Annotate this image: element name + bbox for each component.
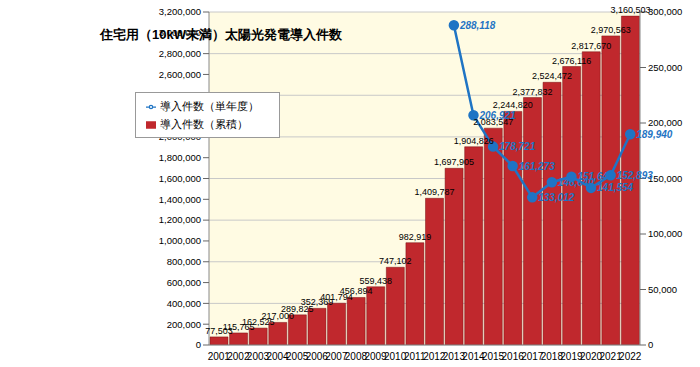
svg-text:2014: 2014 (462, 351, 485, 363)
svg-text:2,377,832: 2,377,832 (512, 87, 552, 97)
svg-text:115,765: 115,765 (222, 322, 255, 332)
svg-text:2019: 2019 (560, 351, 583, 363)
svg-text:2020: 2020 (579, 351, 603, 363)
svg-text:289,825: 289,825 (281, 303, 314, 314)
svg-text:982,919: 982,919 (399, 232, 432, 242)
svg-text:559,438: 559,438 (359, 276, 392, 286)
svg-text:2002: 2002 (227, 351, 250, 363)
svg-text:77,503: 77,503 (205, 325, 233, 336)
svg-text:100,000: 100,000 (648, 228, 682, 239)
svg-text:2005: 2005 (286, 351, 309, 363)
svg-text:2010: 2010 (384, 351, 407, 363)
svg-text:2013: 2013 (442, 351, 465, 363)
svg-text:206,921: 206,921 (478, 110, 516, 121)
svg-text:2016: 2016 (501, 351, 524, 363)
svg-text:2017: 2017 (521, 351, 544, 363)
svg-text:151,644: 151,644 (577, 171, 614, 182)
svg-text:1,904,826: 1,904,826 (454, 136, 494, 146)
svg-text:162,525: 162,525 (241, 317, 275, 328)
svg-text:800,000: 800,000 (167, 256, 201, 267)
svg-text:2,600,000: 2,600,000 (159, 69, 201, 80)
svg-text:161,273: 161,273 (519, 161, 556, 172)
svg-text:200,000: 200,000 (167, 319, 201, 330)
svg-text:1,800,000: 1,800,000 (159, 152, 201, 163)
svg-text:2009: 2009 (364, 351, 387, 363)
svg-text:217,000: 217,000 (261, 311, 294, 322)
html-text:導入件数（単年度）: 導入件数（単年度） (160, 100, 259, 112)
svg-text:2015: 2015 (481, 351, 505, 363)
svg-text:2001: 2001 (207, 351, 230, 363)
html-text:導入件数（累積）: 導入件数（累積） (160, 118, 248, 130)
svg-text:288,118: 288,118 (459, 20, 496, 31)
svg-text:456,894: 456,894 (340, 286, 373, 296)
svg-text:2,676,116: 2,676,116 (552, 56, 591, 66)
svg-text:2007: 2007 (325, 351, 348, 363)
svg-text:2012: 2012 (423, 351, 446, 363)
svg-text:2,970,563: 2,970,563 (591, 25, 631, 35)
svg-text:352,369: 352,369 (300, 297, 334, 308)
svg-text:2018: 2018 (540, 351, 563, 363)
svg-text:1,697,905: 1,697,905 (434, 157, 474, 167)
svg-text:2006: 2006 (305, 351, 328, 363)
svg-text:400,000: 400,000 (167, 298, 201, 309)
svg-text:2,000,000: 2,000,000 (159, 131, 201, 142)
html-text:住宅用（10kW未満）太陽光発電導入件数: 住宅用（10kW未満）太陽光発電導入件数 (100, 27, 342, 42)
svg-text:2011: 2011 (403, 351, 426, 363)
svg-text:2,817,670: 2,817,670 (571, 41, 611, 51)
svg-text:3,160,503: 3,160,503 (610, 5, 650, 15)
svg-text:250,000: 250,000 (648, 62, 682, 73)
svg-text:2,400,000: 2,400,000 (159, 90, 201, 101)
svg-text:141,554: 141,554 (597, 182, 634, 193)
svg-text:2003: 2003 (246, 351, 270, 363)
svg-text:747,102: 747,102 (379, 256, 412, 266)
svg-text:2,200,000: 2,200,000 (159, 110, 201, 121)
svg-text:189,940: 189,940 (636, 129, 673, 140)
svg-text:0: 0 (196, 339, 201, 350)
svg-text:401,794: 401,794 (320, 292, 353, 303)
svg-text:3,200,000: 3,200,000 (159, 6, 201, 17)
svg-text:2004: 2004 (266, 351, 289, 363)
svg-text:1,409,787: 1,409,787 (414, 187, 454, 197)
svg-text:152,893: 152,893 (617, 170, 654, 181)
svg-text:2,800,000: 2,800,000 (159, 48, 201, 59)
svg-text:2022: 2022 (619, 351, 642, 362)
svg-text:1,400,000: 1,400,000 (159, 194, 201, 205)
svg-text:2021: 2021 (599, 351, 622, 363)
svg-text:200,000: 200,000 (648, 117, 682, 128)
svg-text:2,524,472: 2,524,472 (532, 71, 572, 81)
svg-text:1,600,000: 1,600,000 (159, 173, 201, 184)
svg-text:50,000: 50,000 (648, 284, 677, 295)
svg-text:178,721: 178,721 (499, 141, 536, 152)
svg-text:146,640: 146,640 (557, 176, 594, 188)
svg-text:0: 0 (648, 339, 653, 350)
svg-text:2,244,820: 2,244,820 (492, 100, 533, 111)
svg-text:2008: 2008 (344, 351, 368, 363)
svg-text:150,000: 150,000 (648, 173, 682, 184)
svg-text:1,000,000: 1,000,000 (159, 235, 201, 246)
svg-text:133,012: 133,012 (538, 192, 575, 203)
svg-text:1,200,000: 1,200,000 (159, 214, 201, 225)
svg-text:2,083,547: 2,083,547 (473, 117, 514, 128)
svg-text:300,000: 300,000 (648, 6, 682, 17)
svg-text:600,000: 600,000 (167, 277, 201, 288)
